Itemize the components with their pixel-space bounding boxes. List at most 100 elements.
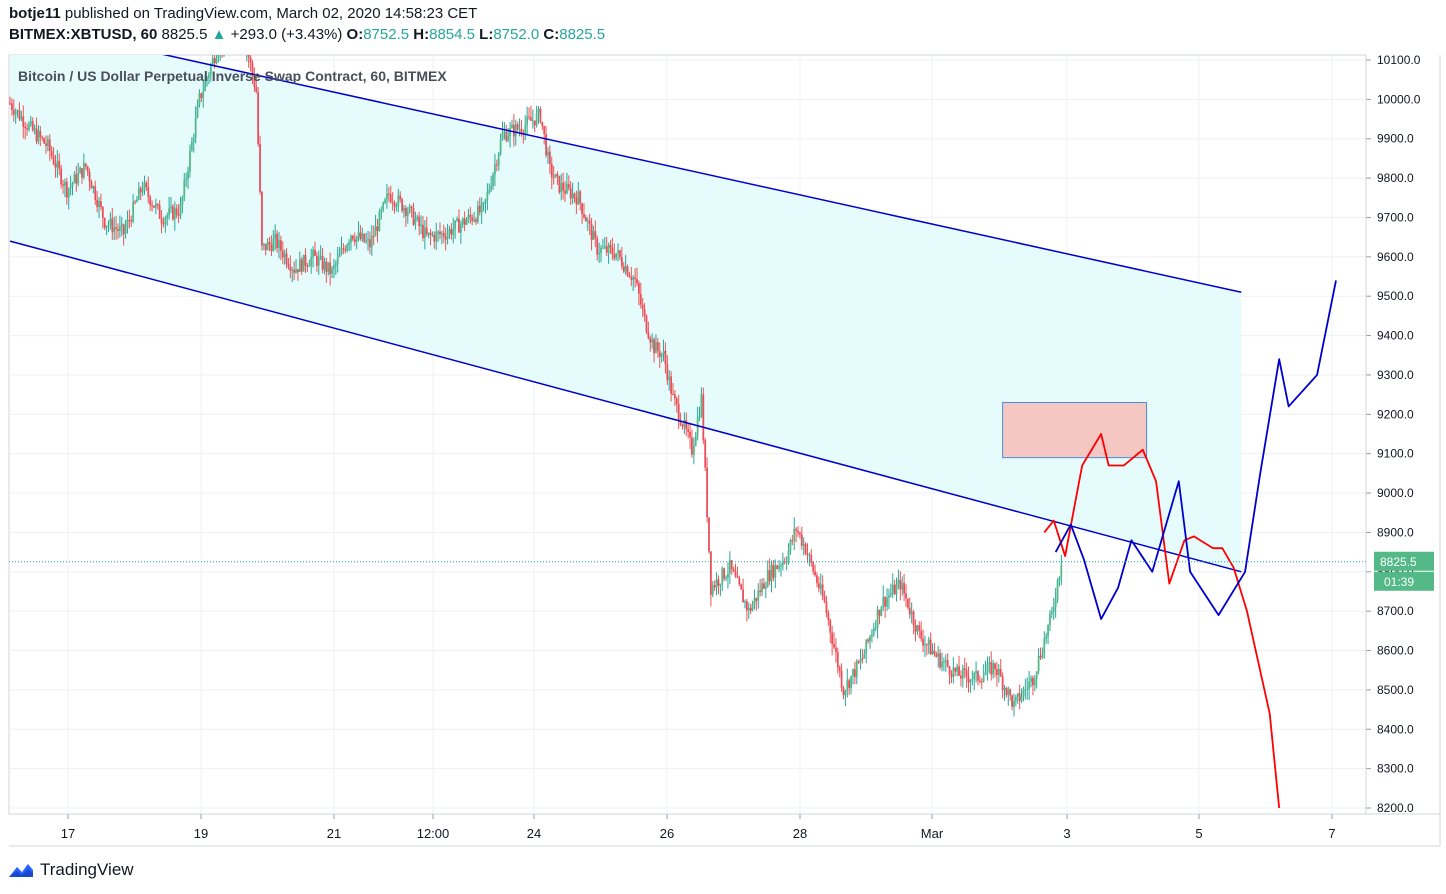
- candle-body: [1045, 636, 1048, 639]
- candle-body: [808, 554, 811, 556]
- candle-body: [516, 124, 519, 130]
- candle-body: [961, 668, 964, 679]
- candle-body: [935, 653, 938, 657]
- candle-body: [941, 661, 943, 668]
- candle-body: [952, 667, 955, 677]
- candle-body: [639, 293, 642, 305]
- candle-body: [289, 266, 292, 271]
- candle-body: [861, 658, 864, 660]
- candle-body: [603, 246, 606, 248]
- candle-body: [1050, 611, 1053, 614]
- candle-body: [780, 565, 782, 567]
- candle-body: [692, 445, 695, 455]
- candle-body: [683, 420, 686, 427]
- candle-body: [1058, 576, 1061, 581]
- candle-body: [567, 184, 570, 189]
- candle-body: [759, 590, 762, 593]
- candle-body: [533, 120, 536, 126]
- x-tick-label: 19: [194, 826, 208, 841]
- candle-body: [874, 627, 877, 629]
- candle-body: [783, 561, 786, 563]
- candle-body: [895, 584, 898, 595]
- candle-body: [700, 394, 703, 417]
- blue-projection-path: [1054, 280, 1337, 620]
- author-name[interactable]: botje11: [9, 5, 61, 22]
- candle-body: [247, 55, 250, 58]
- candle-body: [401, 199, 404, 211]
- candle-body: [514, 124, 517, 137]
- candle-body: [137, 188, 140, 200]
- candle-body: [117, 229, 119, 232]
- x-tick-label: 17: [61, 826, 75, 841]
- y-tick-label: 9900.0: [1377, 132, 1414, 146]
- candle-body: [829, 620, 832, 633]
- candle-body: [306, 265, 309, 267]
- price-change: +293.0 (+3.43%): [230, 26, 343, 43]
- candle-body: [423, 227, 426, 238]
- candle-body: [192, 138, 195, 142]
- y-tick-label: 8300.0: [1377, 762, 1414, 776]
- candle-body: [797, 530, 799, 533]
- candle-body: [41, 137, 44, 139]
- candle-body: [16, 110, 19, 112]
- candle-body: [990, 662, 993, 675]
- candle-body: [75, 174, 78, 184]
- candle-body: [122, 224, 125, 235]
- brand-name[interactable]: TradingView: [40, 860, 134, 879]
- symbol-name: BITMEX:XBTUSD, 60: [9, 26, 158, 43]
- candle-body: [268, 242, 271, 245]
- candle-body: [118, 226, 121, 232]
- candle-body: [548, 151, 551, 164]
- candle-body: [573, 193, 576, 198]
- candle-body: [638, 283, 640, 294]
- candle-body: [319, 255, 322, 258]
- candle-body: [878, 609, 881, 616]
- candle-body: [393, 202, 396, 207]
- candle-body: [645, 315, 648, 333]
- x-tick-label: 5: [1195, 826, 1202, 841]
- candle-body: [170, 206, 172, 209]
- candle-body: [382, 202, 385, 210]
- candle-body: [785, 562, 788, 564]
- candle-body: [973, 673, 976, 680]
- candle-body: [242, 48, 244, 50]
- candle-body: [1056, 580, 1059, 600]
- candle-body: [139, 188, 142, 193]
- candle-body: [626, 266, 629, 276]
- candle-body: [380, 209, 383, 212]
- candle-body: [630, 277, 633, 280]
- candle-body: [836, 652, 839, 668]
- candle-body: [899, 579, 902, 590]
- candle-body: [249, 57, 252, 63]
- candle-body: [187, 171, 189, 180]
- candle-body: [418, 216, 421, 226]
- candle-body: [469, 214, 472, 218]
- candle-body: [908, 607, 911, 615]
- candle-body: [880, 607, 883, 616]
- candle-body: [107, 224, 110, 226]
- candle-body: [914, 624, 917, 632]
- candle-body: [484, 199, 487, 204]
- candle-body: [100, 201, 102, 207]
- candle-body: [613, 254, 616, 259]
- candle-body: [732, 569, 735, 572]
- candle-body: [1024, 689, 1027, 691]
- y-tick-label: 9300.0: [1377, 368, 1414, 382]
- candle-body: [365, 240, 368, 242]
- candle-body: [768, 570, 771, 582]
- candle-body: [787, 550, 790, 563]
- candle-body: [387, 193, 390, 195]
- candle-body: [179, 205, 182, 216]
- candle-body: [906, 598, 909, 608]
- candle-body: [310, 257, 313, 266]
- publish-line: botje11 published on TradingView.com, Ma…: [9, 5, 605, 26]
- candle-body: [391, 201, 394, 203]
- y-tick-label: 9000.0: [1377, 486, 1414, 500]
- candle-body: [624, 266, 627, 272]
- candle-body: [235, 35, 237, 41]
- candle-body: [399, 195, 402, 200]
- candle-body: [817, 583, 820, 589]
- countdown-tag: [1374, 571, 1434, 591]
- candle-body: [238, 38, 240, 43]
